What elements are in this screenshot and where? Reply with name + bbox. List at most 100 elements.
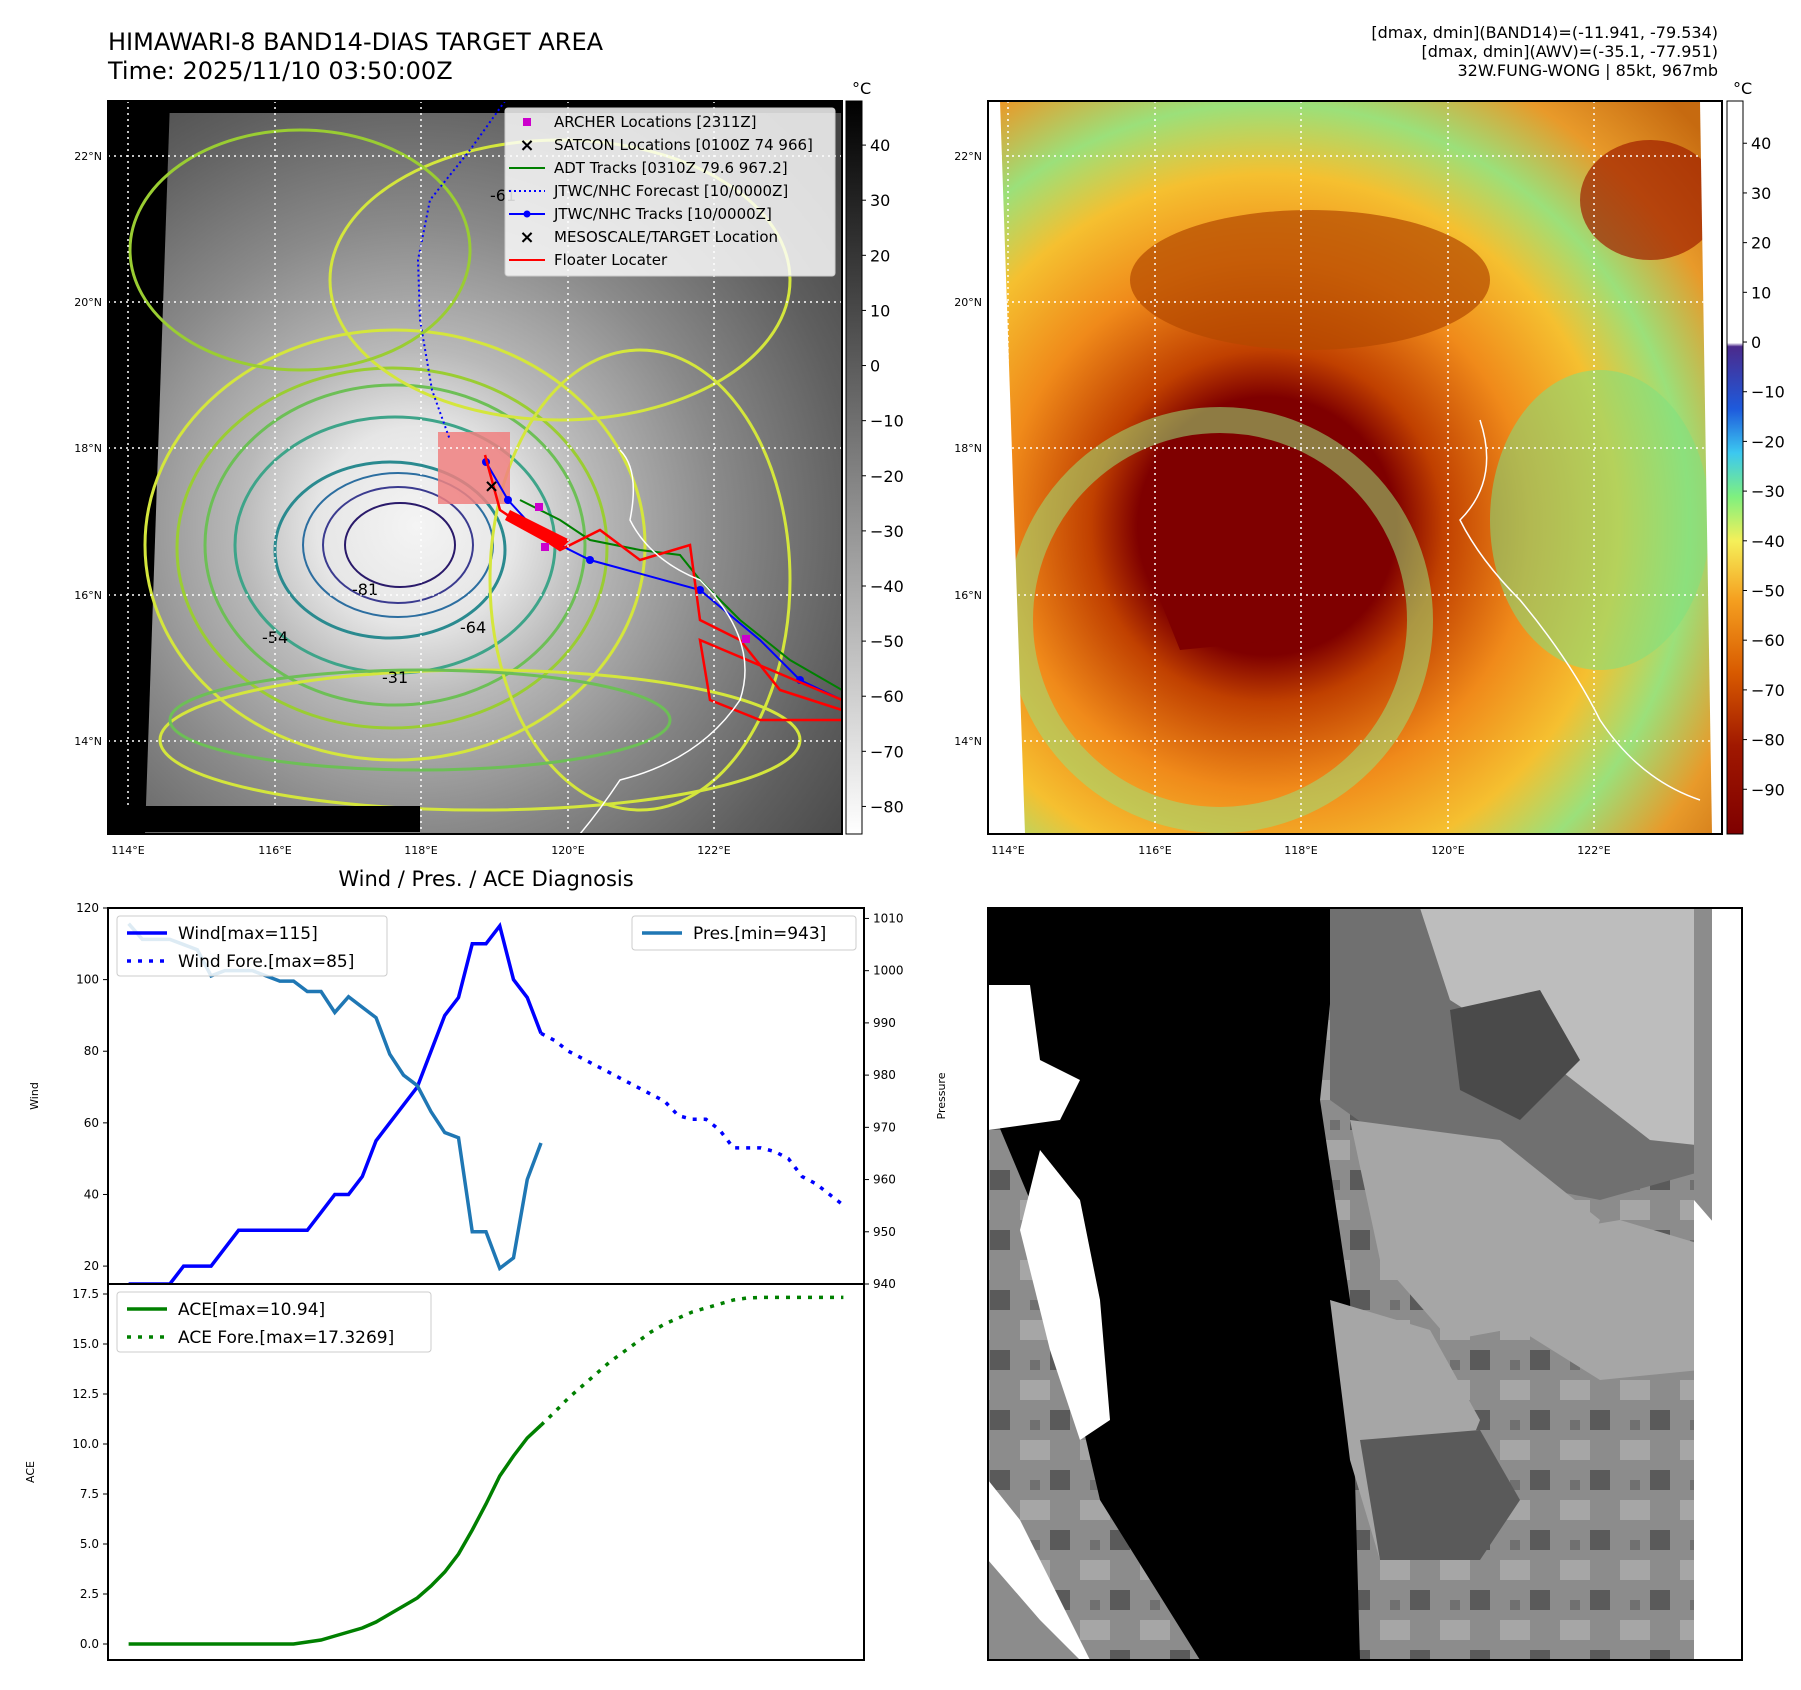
legend-label: Wind Fore.[max=85] (178, 952, 354, 972)
color-tick-label: −70 (1751, 681, 1785, 700)
wind-series (128, 921, 543, 1286)
colorbar-unit: °C (852, 79, 871, 98)
bw-tick-label: −70 (870, 742, 904, 761)
pressure-ytick-label: 950 (873, 1225, 896, 1239)
awv-map-panel (988, 101, 1722, 834)
legend-label: ACE Fore.[max=17.3269] (178, 1328, 394, 1348)
ace-series (128, 1423, 543, 1646)
color-tick-label: 0 (1751, 333, 1761, 352)
wind-ytick-label: 20 (84, 1259, 99, 1273)
archer-marker (535, 503, 543, 511)
color-tick-label: 10 (1751, 283, 1771, 302)
lon-labels: 114°E 116°E 118°E 120°E 122°E (111, 844, 730, 857)
lon-label: 114°E (111, 844, 144, 857)
lat-label: 14°N (954, 735, 982, 748)
contour-label: -81 (352, 580, 378, 599)
pressure-ytick-label: 1000 (873, 964, 904, 978)
color-tick-label: −40 (1751, 532, 1785, 551)
color-tick-label: −30 (1751, 482, 1785, 501)
color-tick-label: 30 (1751, 184, 1771, 203)
wind-ytick-label: 60 (84, 1116, 99, 1130)
wind-ytick-label: 40 (84, 1187, 99, 1201)
legend-label: Wind[max=115] (178, 924, 318, 944)
lat-label: 18°N (74, 442, 102, 455)
lat-label: 20°N (74, 296, 102, 309)
wmg-count: WMG Count: 0 (1006, 927, 1151, 948)
lon-label: 120°E (1431, 844, 1464, 857)
lon-labels: 114°E 116°E 118°E 120°E 122°E (991, 844, 1610, 857)
color-tick-label: −20 (1751, 432, 1785, 451)
bw-colorbar (845, 100, 863, 835)
ace-forecast-series (539, 1295, 844, 1427)
lon-label: 118°E (404, 844, 437, 857)
legend-marker: × (519, 135, 534, 156)
ace-ytick-label: 7.5 (80, 1487, 99, 1501)
wind-ytick-label: 120 (76, 901, 99, 915)
legend-marker: × (519, 227, 534, 248)
legend-marker (523, 118, 531, 126)
pressure-ytick-label: 980 (873, 1068, 896, 1082)
wind-pressure-chart: 20 40 60 80 100 120 940 950 960 970 980 990 1000 1010… (28, 901, 948, 1291)
lat-label: 22°N (954, 150, 982, 163)
archer-marker (742, 635, 750, 643)
ace-ytick-label: 17.5 (72, 1287, 99, 1301)
color-tick-label: −10 (1751, 383, 1785, 402)
bw-tick-label: −60 (870, 687, 904, 706)
contour-label: -31 (382, 668, 408, 687)
awv-colorbar (1726, 100, 1744, 835)
pressure-ytick-label: 960 (873, 1173, 896, 1187)
bw-tick-label: 40 (870, 136, 890, 155)
pressure-legend (631, 915, 857, 951)
ace-ylabel: ACE (24, 1461, 37, 1483)
forecast-track (416, 101, 506, 441)
bw-tick-label: −20 (870, 467, 904, 486)
info-band14: [dmax, dmin](BAND14)=(-11.941, -79.534) (1371, 23, 1718, 42)
wind-legend (116, 915, 388, 977)
bw-tick-label: 0 (870, 357, 880, 376)
coastline (579, 449, 746, 834)
legend-label: JTWC/NHC Forecast [10/0000Z] (553, 182, 788, 200)
ace-legend (116, 1291, 432, 1353)
wind-ytick-label: 100 (76, 973, 99, 987)
contour-label: -64 (460, 618, 486, 637)
wind-forecast-series (540, 1031, 845, 1207)
target-marker: × (484, 476, 499, 497)
contour-label: -54 (262, 628, 288, 647)
bw-colorbar-ticks: 40 30 20 10 0 −10 −20 −30 −40 −50 −60 −70 −80 (862, 136, 904, 816)
color-tick-label: −60 (1751, 631, 1785, 650)
legend-label: ADT Tracks [0310Z 79.6 967.2] (554, 159, 788, 177)
color-tick-label: −80 (1751, 731, 1785, 750)
color-tick-label: −90 (1751, 780, 1785, 799)
bw-tick-label: 10 (870, 301, 890, 320)
page-title: HIMAWARI-8 BAND14-DIAS TARGET AREA (108, 28, 604, 56)
storm-info: 32W.FUNG-WONG | 85kt, 967mb (1457, 61, 1718, 80)
wind-ytick-label: 80 (84, 1044, 99, 1058)
lat-label: 22°N (74, 150, 102, 163)
gridlines (108, 101, 842, 834)
color-tick-label: −50 (1751, 581, 1785, 600)
pressure-ylabel: Pressure (935, 1072, 948, 1119)
lon-label: 116°E (1138, 844, 1171, 857)
bw-tick-label: −50 (870, 632, 904, 651)
legend-label: JTWC/NHC Tracks [10/0000Z] (553, 205, 772, 223)
info-awv: [dmax, dmin](AWV)=(-35.1, -77.951) (1421, 42, 1718, 61)
copyright: Copyright © 2020-2025 Dapiya (112, 810, 391, 829)
adt-track (519, 499, 842, 691)
legend-label: ARCHER Locations [2311Z] (554, 113, 757, 131)
legend-label: ACE[max=10.94] (178, 1300, 325, 1320)
awv-colorbar-ticks: 40 30 20 10 0 −10 −20 −30 −40 −50 −60 −70 −80 −90 (1743, 134, 1785, 799)
lat-label: 14°N (74, 735, 102, 748)
color-tick-label: 40 (1751, 134, 1771, 153)
bw-tick-label: 20 (870, 246, 890, 265)
bw-tick-label: −40 (870, 577, 904, 596)
map-legend: ARCHER Locations [2311Z] × SATCON Location… (504, 107, 836, 277)
lon-label: 116°E (258, 844, 291, 857)
legend-label: SATCON Locations [0100Z 74 966] (554, 136, 813, 154)
ace-ytick-label: 2.5 (80, 1587, 99, 1601)
lat-label: 16°N (954, 589, 982, 602)
target-box (438, 432, 510, 504)
jtwc-track (485, 461, 842, 701)
chart-title: Wind / Pres. / ACE Diagnosis (338, 867, 633, 891)
legend-label: Floater Locater (554, 251, 668, 269)
time-label: Time: 2025/11/10 03:50:00Z (108, 57, 453, 85)
